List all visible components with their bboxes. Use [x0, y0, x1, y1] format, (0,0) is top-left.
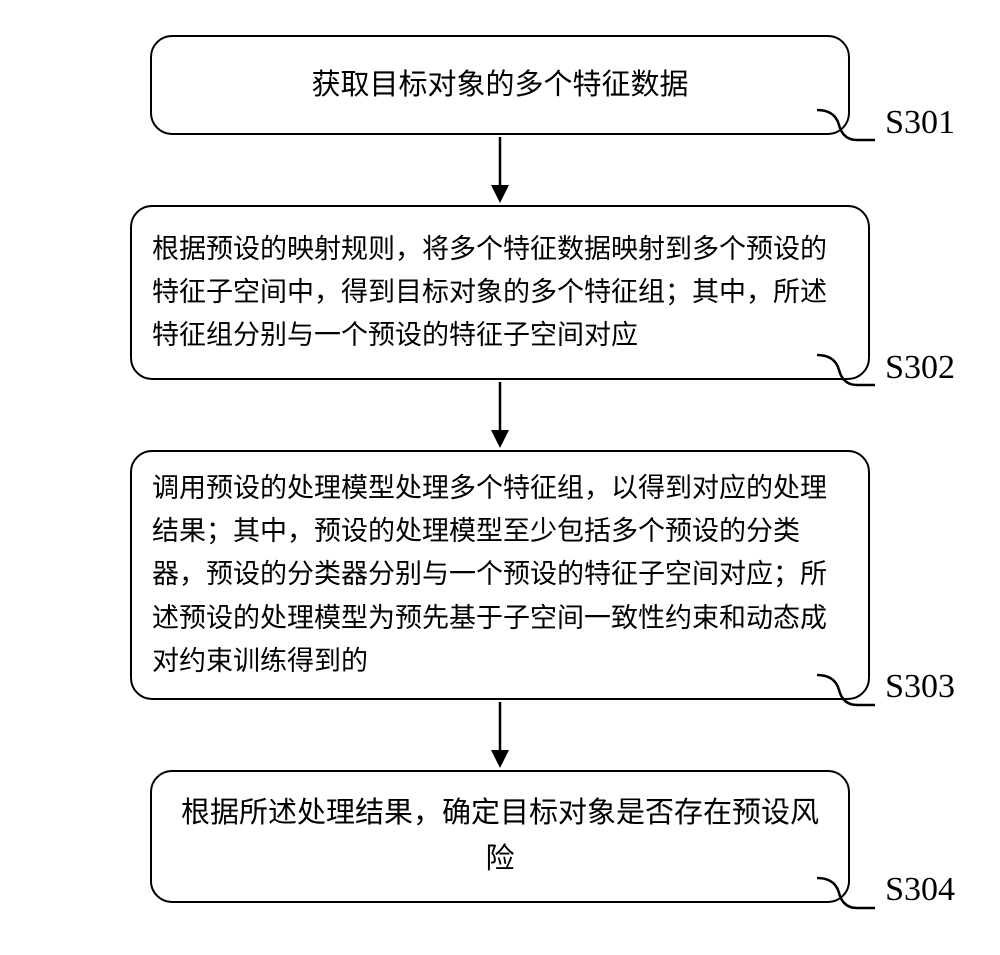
step-box-s304: 根据所述处理结果，确定目标对象是否存在预设风险 [150, 770, 850, 903]
step-text-s304: 根据所述处理结果，确定目标对象是否存在预设风险 [172, 790, 828, 883]
arrow-svg-1 [480, 135, 520, 205]
step-label-s303: S303 [885, 668, 955, 706]
connector-curve-s302 [817, 345, 877, 390]
step-box-s301: 获取目标对象的多个特征数据 [150, 35, 850, 135]
step-box-s302: 根据预设的映射规则，将多个特征数据映射到多个预设的特征子空间中，得到目标对象的多… [130, 205, 870, 380]
connector-curve-s301 [817, 100, 877, 145]
step-row-4: 根据所述处理结果，确定目标对象是否存在预设风险 S304 [0, 770, 1000, 903]
arrow-1 [0, 135, 1000, 205]
step-row-2: 根据预设的映射规则，将多个特征数据映射到多个预设的特征子空间中，得到目标对象的多… [0, 205, 1000, 380]
step-row-1: 获取目标对象的多个特征数据 S301 [0, 35, 1000, 135]
step-label-s304: S304 [885, 871, 955, 909]
arrow-svg-3 [480, 700, 520, 770]
step-label-s301: S301 [885, 104, 955, 142]
label-container-s302: S302 [817, 345, 955, 390]
step-text-s301: 获取目标对象的多个特征数据 [311, 62, 688, 108]
arrow-3 [0, 700, 1000, 770]
connector-curve-s303 [817, 665, 877, 710]
label-container-s303: S303 [817, 665, 955, 710]
step-text-s303: 调用预设的处理模型处理多个特征组，以得到对应的处理结果；其中，预设的处理模型至少… [152, 467, 848, 683]
label-container-s301: S301 [817, 100, 955, 145]
arrow-2 [0, 380, 1000, 450]
step-box-s303: 调用预设的处理模型处理多个特征组，以得到对应的处理结果；其中，预设的处理模型至少… [130, 450, 870, 700]
connector-curve-s304 [817, 868, 877, 913]
step-text-s302: 根据预设的映射规则，将多个特征数据映射到多个预设的特征子空间中，得到目标对象的多… [152, 228, 848, 358]
step-row-3: 调用预设的处理模型处理多个特征组，以得到对应的处理结果；其中，预设的处理模型至少… [0, 450, 1000, 700]
arrow-svg-2 [480, 380, 520, 450]
label-container-s304: S304 [817, 868, 955, 913]
step-label-s302: S302 [885, 349, 955, 387]
flowchart-container: 获取目标对象的多个特征数据 S301 根据预设的映射规则，将多个特征数据映射到多… [0, 35, 1000, 903]
